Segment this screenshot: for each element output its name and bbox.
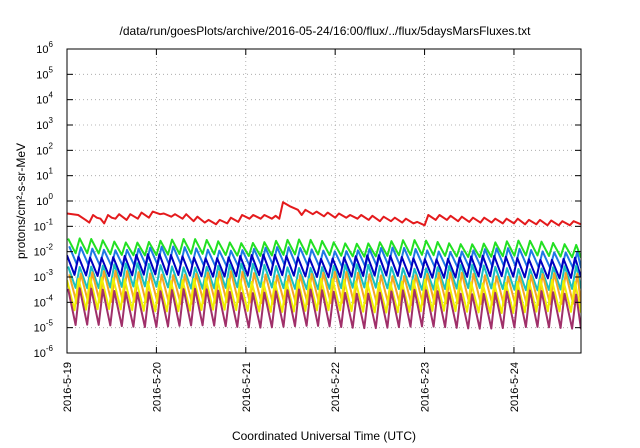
y-tick-label: 100 [36, 192, 53, 208]
series-line [67, 287, 581, 330]
y-tick-label: 10-5 [34, 319, 54, 335]
y-tick-label: 10-2 [34, 243, 54, 259]
y-tick-label: 10-1 [34, 217, 54, 233]
y-tick-label: 103 [36, 116, 53, 132]
y-tick-label: 101 [36, 167, 53, 183]
x-tick-label: 2016-5-19 [62, 362, 74, 412]
x-axis-title: Coordinated Universal Time (UTC) [232, 429, 416, 443]
y-axis-title: protons/cm²-s-sr-MeV [14, 143, 28, 259]
y-tick-label: 10-3 [34, 268, 54, 284]
x-tick-label: 2016-5-21 [241, 362, 253, 412]
series-line [68, 245, 581, 270]
x-tick-label: 2016-5-23 [420, 362, 432, 412]
x-tick-label: 2016-5-20 [151, 362, 163, 412]
y-axis: 10-6 10-5 10-4 10-3 10-2 10-1 100 101 102 103 104 1… [34, 40, 581, 360]
y-tick-label: 104 [36, 91, 53, 107]
series-line [67, 262, 581, 292]
y-tick-label: 102 [36, 141, 53, 157]
x-tick-label: 2016-5-24 [509, 362, 521, 412]
series-line [67, 253, 581, 280]
y-tick-label: 106 [36, 40, 53, 56]
x-tick-label: 2016-5-22 [330, 362, 342, 412]
y-tick-label: 10-6 [34, 344, 54, 360]
series-layer [67, 201, 581, 330]
y-tick-label: 105 [36, 65, 53, 81]
series-line [67, 276, 581, 314]
series-line [67, 201, 581, 227]
series-line [67, 237, 581, 259]
y-tick-label: 10-4 [34, 293, 54, 309]
chart-title: /data/run/goesPlots/archive/2016-05-24/1… [120, 24, 532, 38]
x-axis: 2016-5-19 2016-5-20 2016-5-21 2016-5-22 2016… [62, 49, 521, 412]
